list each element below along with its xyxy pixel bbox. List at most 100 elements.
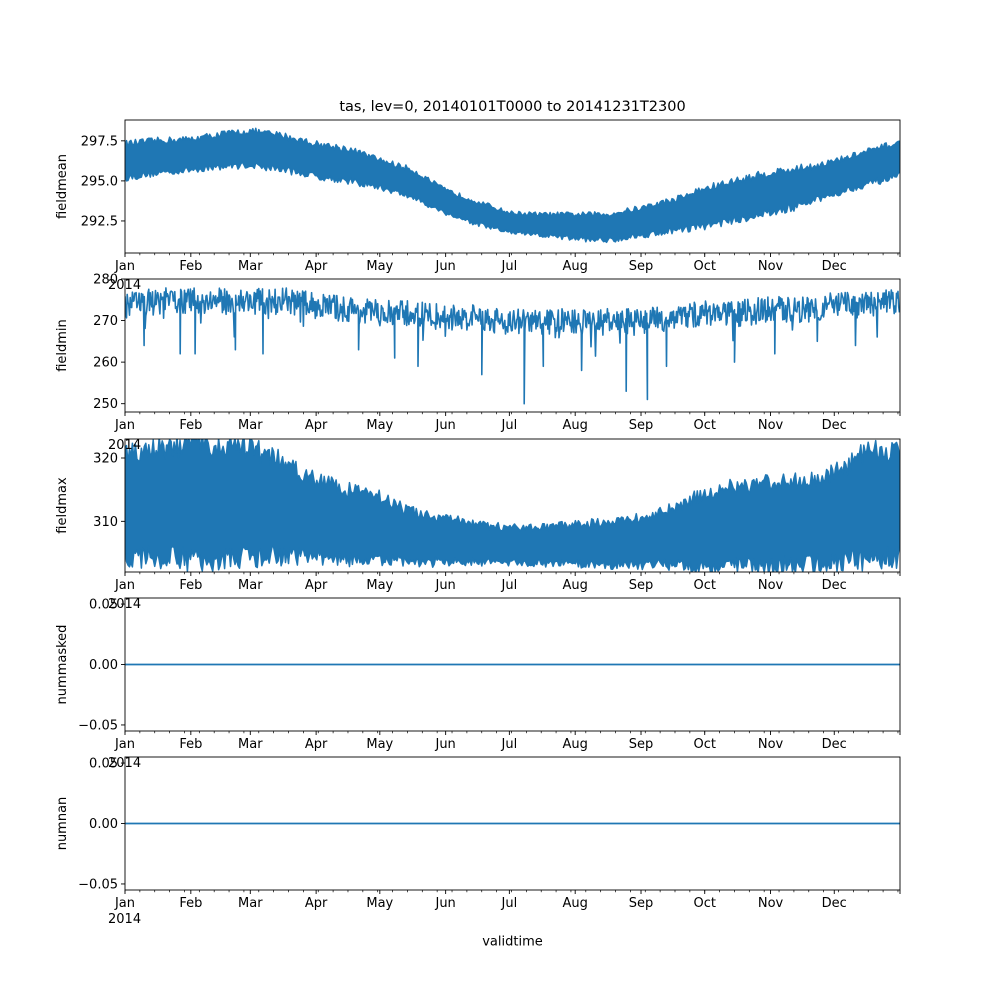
x-tick-label: Jul [501,418,518,433]
plot-area [125,127,900,244]
x-tick-label: Apr [305,896,328,911]
x-tick-label: Nov [758,259,784,274]
panel-frame [124,438,901,573]
x-tick-label: Apr [305,737,328,752]
series-fieldmean [125,127,900,244]
x-tick-label: May [366,737,393,752]
x-tick-label: Nov [758,737,784,752]
x-tick-label: Oct [693,418,715,433]
y-axis-label: fieldmean [55,154,70,219]
x-tick-label: Jan [114,896,135,911]
y-axis-label: fieldmin [55,319,70,372]
x-tick-label: Oct [693,896,715,911]
year-offset-label: 2014 [108,756,141,771]
plot-area [125,439,900,572]
x-tick-label: Jan [114,737,135,752]
y-tick-label: 0.05 [89,757,118,772]
y-tick-label: −0.05 [78,718,118,733]
plot-area [125,287,900,405]
y-tick-label: 280 [93,273,118,288]
y-tick-label: 0.00 [89,658,118,673]
x-tick-label: Jun [434,259,455,274]
y-tick-label: 292.5 [81,214,118,229]
x-tick-label: Dec [822,896,847,911]
panel-nummasked: −0.05 0.00 0.05 nummasked Jan Feb Mar Apr May Jun… [55,597,901,752]
x-tick-label: Oct [693,259,715,274]
y-tick-label: 270 [93,314,118,329]
x-tick-label: May [366,259,393,274]
x-tick-label: Jun [434,737,455,752]
x-tick-label: Nov [758,578,784,593]
x-tick-label: Dec [822,737,847,752]
y-tick-label: −0.05 [78,877,118,892]
x-tick-label: Mar [238,737,263,752]
y-tick-label: 320 [93,452,118,467]
x-tick-label: Mar [238,896,263,911]
x-tick-label: Jun [434,418,455,433]
y-tick-label: 297.5 [81,134,118,149]
year-offset-label: 2014 [108,438,141,453]
x-tick-label: Sep [629,418,654,433]
year-offset-label: 2014 [108,597,141,612]
x-tick-label: Feb [179,737,202,752]
x-tick-label: Apr [305,259,328,274]
x-tick-label: Sep [629,896,654,911]
x-tick-label: Mar [238,259,263,274]
x-tick-label: Feb [179,896,202,911]
panel-fieldmax: 310 320 fieldmax Jan Feb Mar Apr May Jun Jul Aug Se… [55,438,901,593]
x-axis-label: validtime [482,935,543,950]
panel-frame [124,278,901,413]
y-axis-label: numnan [55,797,70,851]
x-tick-label: Apr [305,578,328,593]
x-year-label: 2014 [108,912,141,927]
x-tick-label: Jul [501,737,518,752]
x-tick-label: May [366,418,393,433]
panel-numnan: −0.05 0.00 0.05 numnan Jan Feb Mar Apr May Jun Jul… [55,756,901,927]
x-tick-label: Jul [501,578,518,593]
y-tick-label: 0.05 [89,598,118,613]
x-tick-label: Nov [758,418,784,433]
x-tick-label: Dec [822,578,847,593]
x-tick-label: Sep [629,578,654,593]
x-tick-label: May [366,896,393,911]
x-tick-label: Oct [693,578,715,593]
x-tick-label: Aug [562,896,587,911]
y-tick-label: 250 [93,397,118,412]
panel-frame [124,119,901,254]
x-tick-label: Mar [238,578,263,593]
x-tick-label: Jan [114,418,135,433]
x-tick-label: Jul [501,896,518,911]
x-tick-label: Sep [629,259,654,274]
x-tick-label: Jul [501,259,518,274]
y-tick-label: 310 [93,515,118,530]
x-tick-label: Feb [179,259,202,274]
x-tick-label: Oct [693,737,715,752]
x-tick-label: Jun [434,896,455,911]
x-tick-label: Apr [305,418,328,433]
x-tick-label: Nov [758,896,784,911]
chart-title: tas, lev=0, 20140101T0000 to 20141231T23… [339,99,685,115]
x-tick-label: Mar [238,418,263,433]
x-tick-label: Dec [822,259,847,274]
x-tick-label: Sep [629,737,654,752]
panel-fieldmin: 250 260 270 280 fieldmin Jan Feb Mar Apr May Jun Ju… [55,273,901,433]
x-tick-label: Feb [179,578,202,593]
y-axis-label: nummasked [55,625,70,705]
x-tick-label: Dec [822,418,847,433]
panel-fieldmean: 292.5 295.0 297.5 fieldmean Jan Feb Mar Apr May J… [55,119,901,274]
x-tick-label: Jan [114,259,135,274]
x-tick-label: Jan [114,578,135,593]
x-tick-label: Jun [434,578,455,593]
y-axis-label: fieldmax [55,477,70,534]
y-tick-label: 260 [93,356,118,371]
x-tick-label: Aug [562,737,587,752]
series-fieldmin [125,287,900,405]
x-tick-label: Aug [562,259,587,274]
x-tick-label: Aug [562,418,587,433]
x-tick-label: Aug [562,578,587,593]
series-fieldmax [125,439,900,572]
x-tick-label: May [366,578,393,593]
x-tick-label: Feb [179,418,202,433]
y-tick-label: 0.00 [89,817,118,832]
